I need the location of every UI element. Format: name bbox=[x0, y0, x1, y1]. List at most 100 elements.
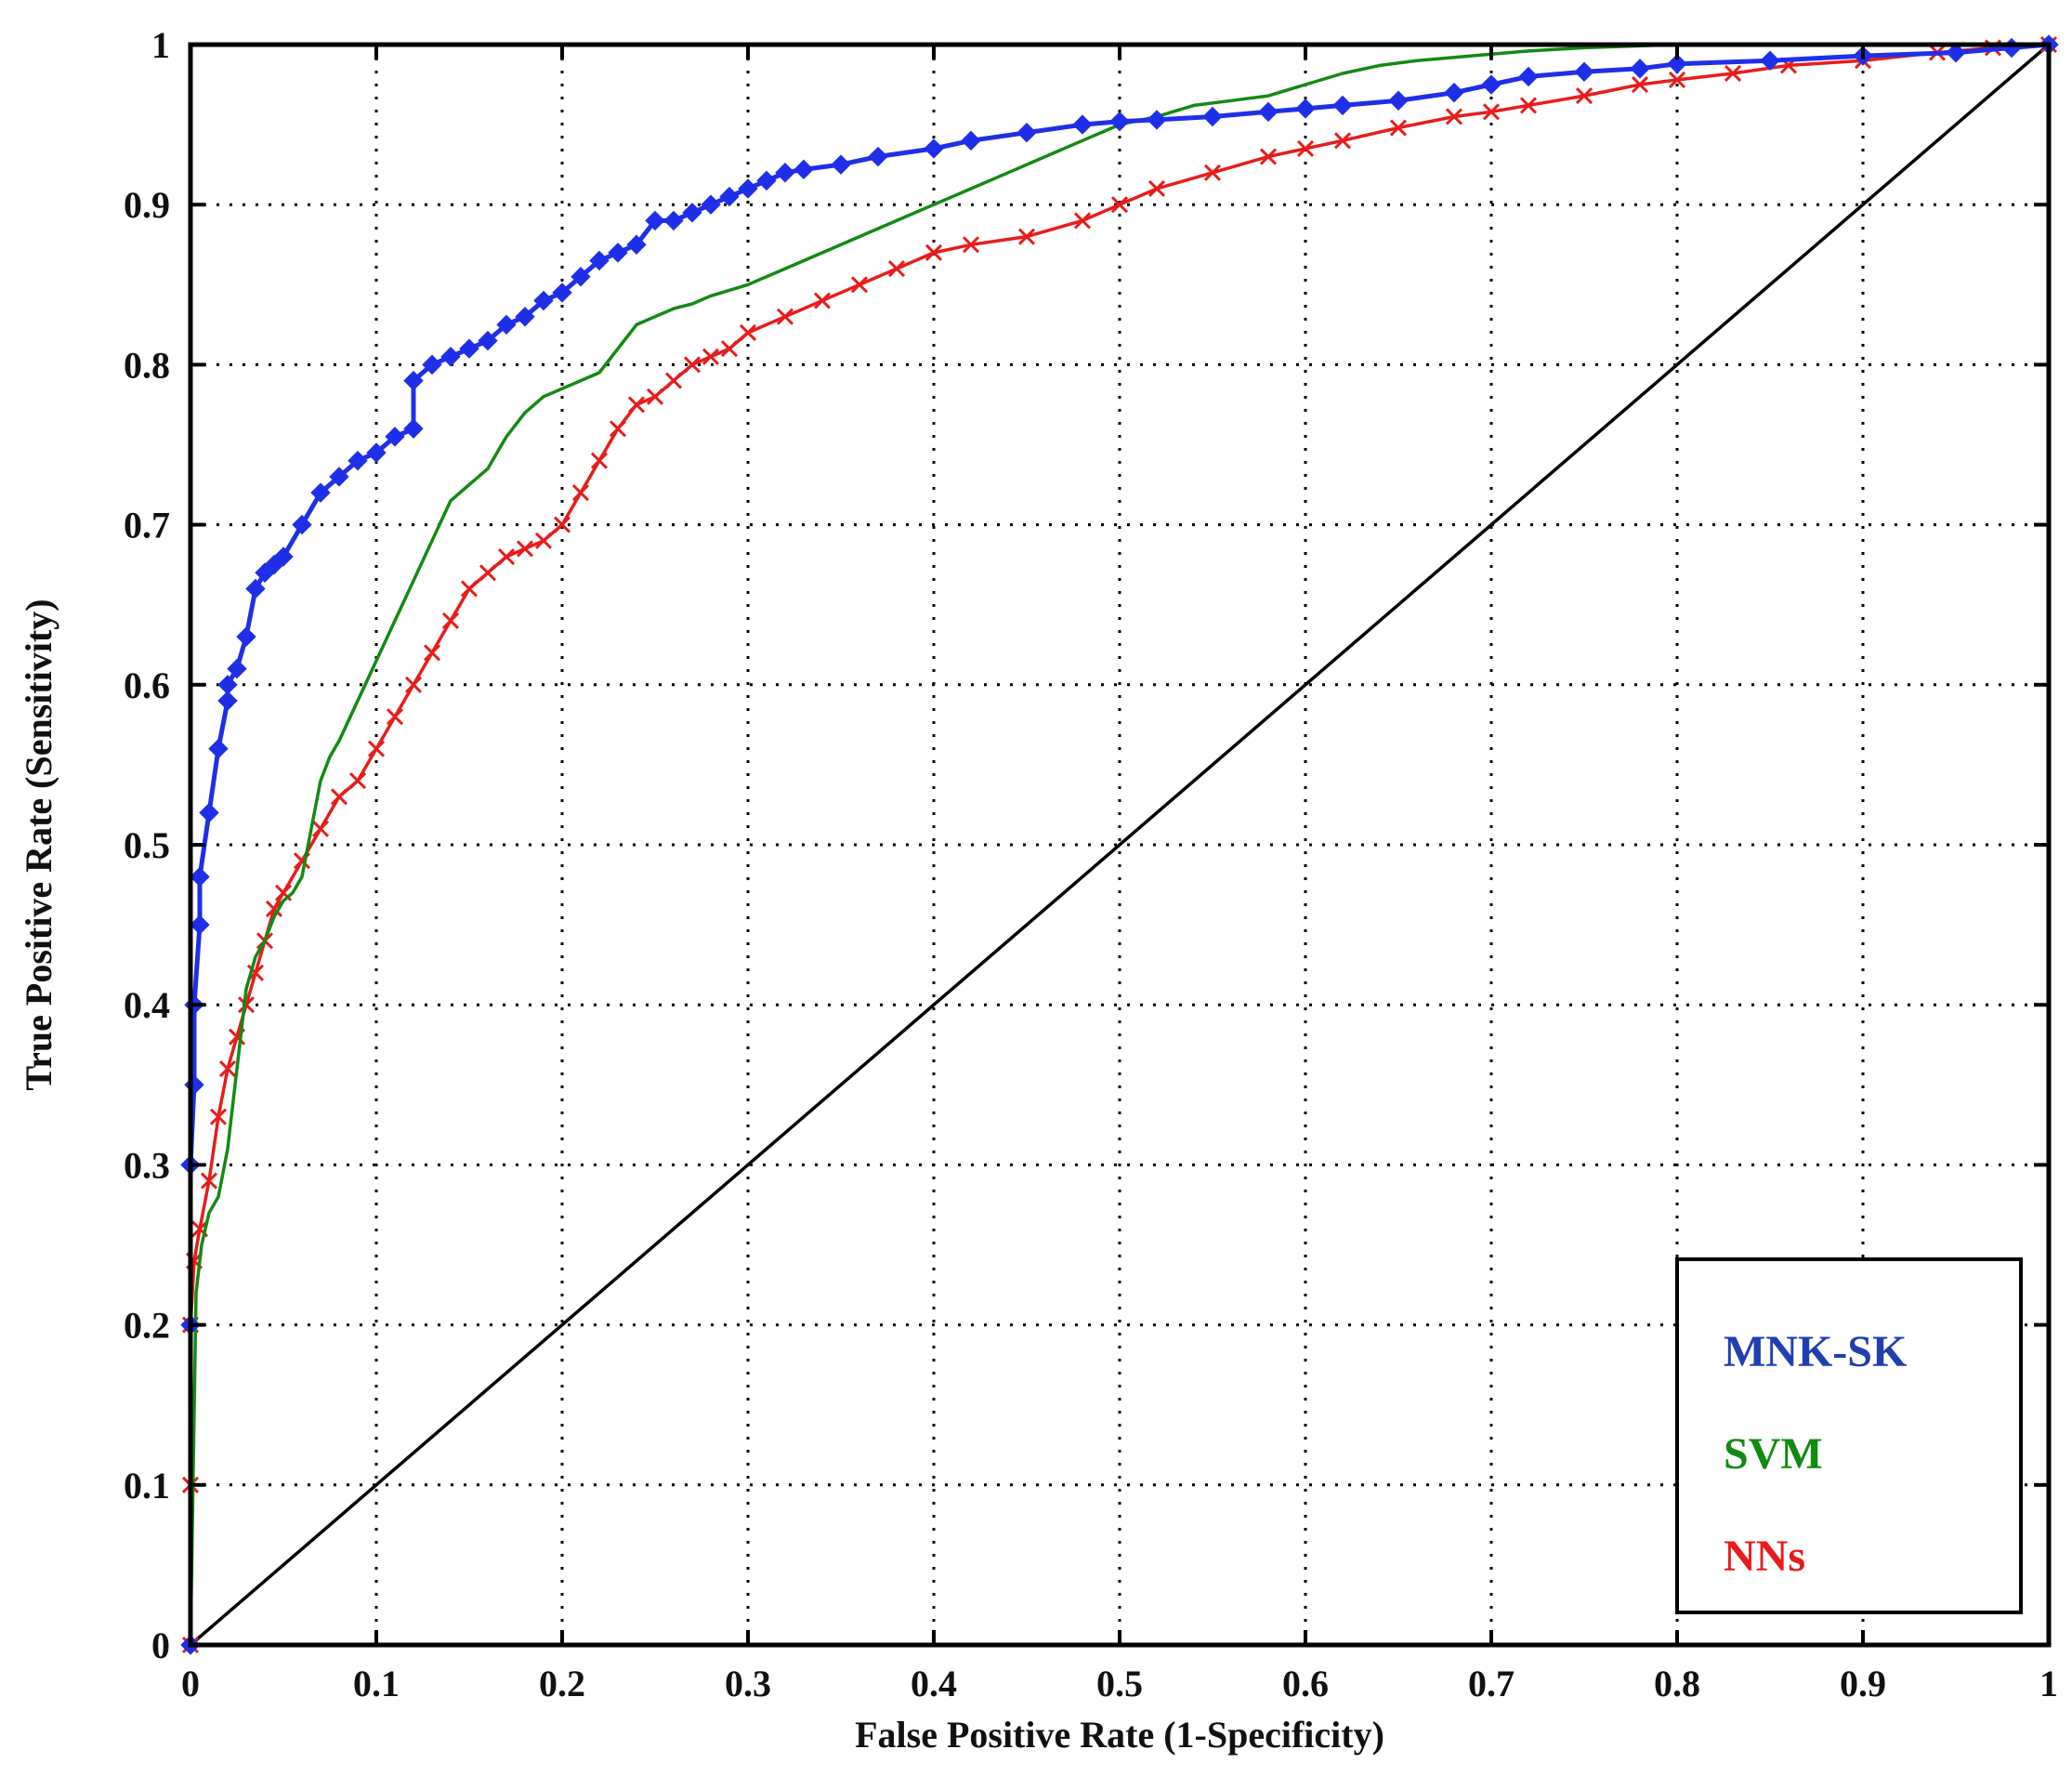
y-tick-label: 0.9 bbox=[124, 184, 170, 226]
legend-entry-nns: NNs bbox=[1724, 1532, 1805, 1581]
data-point-mnk-sk bbox=[236, 626, 256, 647]
data-point-mnk-sk bbox=[292, 514, 312, 535]
data-point-mnk-sk bbox=[496, 314, 517, 335]
legend-entry-mnk-sk: MNK-SK bbox=[1724, 1327, 1907, 1376]
x-tick-label: 0.7 bbox=[1468, 1663, 1515, 1704]
data-point-nns bbox=[683, 356, 702, 374]
data-point-mnk-sk bbox=[1332, 95, 1353, 116]
data-point-nns bbox=[1389, 119, 1408, 137]
data-point-mnk-sk bbox=[1630, 59, 1650, 79]
data-point-mnk-sk bbox=[1574, 61, 1594, 82]
x-tick-label: 0.8 bbox=[1654, 1663, 1700, 1704]
y-tick-label: 0 bbox=[151, 1625, 170, 1666]
x-tick-label: 0.9 bbox=[1840, 1663, 1886, 1704]
x-tick-label: 0 bbox=[181, 1663, 200, 1704]
data-point-mnk-sk bbox=[1667, 53, 1687, 74]
data-point-mnk-sk bbox=[403, 418, 424, 439]
y-tick-label: 0.4 bbox=[124, 984, 170, 1026]
data-point-mnk-sk bbox=[719, 186, 740, 207]
data-point-mnk-sk bbox=[756, 170, 777, 191]
data-point-mnk-sk bbox=[440, 347, 461, 367]
data-point-nns bbox=[1575, 87, 1593, 105]
data-point-nns bbox=[218, 1060, 237, 1078]
data-point-nns bbox=[590, 452, 609, 469]
x-tick-label: 0.3 bbox=[725, 1663, 771, 1704]
y-tick-label: 0.1 bbox=[124, 1465, 170, 1506]
data-point-mnk-sk bbox=[184, 1074, 204, 1096]
data-point-mnk-sk bbox=[190, 866, 210, 888]
data-point-nns bbox=[925, 243, 943, 261]
data-point-nns bbox=[348, 772, 367, 790]
data-point-mnk-sk bbox=[2001, 37, 2022, 59]
data-point-nns bbox=[330, 788, 348, 806]
data-point-nns bbox=[386, 708, 404, 726]
data-point-nns bbox=[627, 396, 646, 414]
data-point-nns bbox=[1110, 196, 1129, 214]
series-svm bbox=[189, 43, 2049, 1646]
data-point-mnk-sk bbox=[1016, 123, 1037, 143]
data-point-nns bbox=[1482, 103, 1501, 121]
data-point-mnk-sk bbox=[1109, 111, 1130, 132]
data-point-mnk-sk bbox=[626, 234, 647, 255]
data-point-mnk-sk bbox=[1760, 50, 1780, 71]
data-point-nns bbox=[1296, 139, 1315, 157]
data-point-mnk-sk bbox=[403, 370, 424, 391]
legend-entry-svm: SVM bbox=[1724, 1429, 1823, 1479]
data-point-nns bbox=[609, 420, 627, 438]
data-point-mnk-sk bbox=[961, 130, 981, 151]
data-point-nns bbox=[702, 348, 720, 365]
y-tick-label: 0.5 bbox=[124, 824, 170, 866]
data-point-mnk-sk bbox=[1481, 74, 1502, 95]
tick-labels: 0 0.1 0.2 0.3 0.4 0.5 0.6 0.7 0.8 0.9 1 0 0.1 0.2 0.3 0… bbox=[124, 24, 2058, 1704]
data-point-nns bbox=[200, 1172, 218, 1190]
series-mnk-sk bbox=[180, 34, 2059, 1655]
data-point-nns bbox=[720, 340, 739, 358]
x-tick-label: 0.5 bbox=[1096, 1663, 1143, 1704]
data-point-nns bbox=[813, 292, 832, 309]
y-tick-label: 0.3 bbox=[124, 1144, 170, 1186]
data-point-nns bbox=[1668, 71, 1686, 88]
data-point-mnk-sk bbox=[190, 914, 210, 935]
y-tick-label: 0.8 bbox=[124, 344, 170, 386]
data-point-mnk-sk bbox=[459, 338, 479, 359]
data-point-mnk-sk bbox=[245, 578, 266, 599]
data-point-nns bbox=[404, 676, 423, 693]
data-point-mnk-sk bbox=[701, 194, 721, 215]
data-point-mnk-sk bbox=[533, 290, 554, 311]
data-point-nns bbox=[1724, 64, 1742, 83]
data-point-nns bbox=[646, 388, 664, 405]
data-point-nns bbox=[534, 532, 553, 549]
data-point-nns bbox=[1203, 164, 1222, 181]
data-point-mnk-sk bbox=[645, 210, 665, 231]
x-tick-label: 0.6 bbox=[1282, 1663, 1329, 1704]
data-point-mnk-sk bbox=[1258, 101, 1279, 123]
y-tick-label: 1 bbox=[151, 24, 170, 66]
data-point-mnk-sk bbox=[348, 451, 368, 471]
data-point-mnk-sk bbox=[208, 738, 229, 759]
data-point-mnk-sk bbox=[793, 159, 814, 180]
data-point-nns bbox=[962, 236, 980, 254]
x-tick-label: 0.2 bbox=[539, 1663, 585, 1704]
x-tick-label: 1 bbox=[2039, 1663, 2058, 1704]
data-point-mnk-sk bbox=[663, 210, 684, 231]
ticks bbox=[189, 43, 2051, 1647]
y-tick-label: 0.6 bbox=[124, 664, 170, 706]
data-point-mnk-sk bbox=[217, 691, 238, 711]
data-point-nns bbox=[367, 740, 386, 757]
data-point-mnk-sk bbox=[310, 482, 331, 503]
x-axis-label: False Positive Rate (1-Specificity) bbox=[855, 1714, 1384, 1756]
data-point-mnk-sk bbox=[329, 467, 349, 487]
data-point-nns bbox=[1147, 179, 1166, 198]
data-point-mnk-sk bbox=[924, 138, 944, 159]
data-point-mnk-sk bbox=[1295, 99, 1316, 119]
data-point-mnk-sk bbox=[589, 250, 610, 271]
data-point-nns bbox=[1333, 132, 1352, 150]
data-point-nns bbox=[479, 564, 497, 582]
series-line-mnk-sk bbox=[188, 42, 2050, 1645]
data-point-nns bbox=[1519, 97, 1538, 114]
data-point-mnk-sk bbox=[682, 203, 702, 223]
data-point-mnk-sk bbox=[831, 154, 851, 175]
data-point-mnk-sk bbox=[385, 427, 405, 447]
y-tick-label: 0.2 bbox=[124, 1305, 170, 1347]
